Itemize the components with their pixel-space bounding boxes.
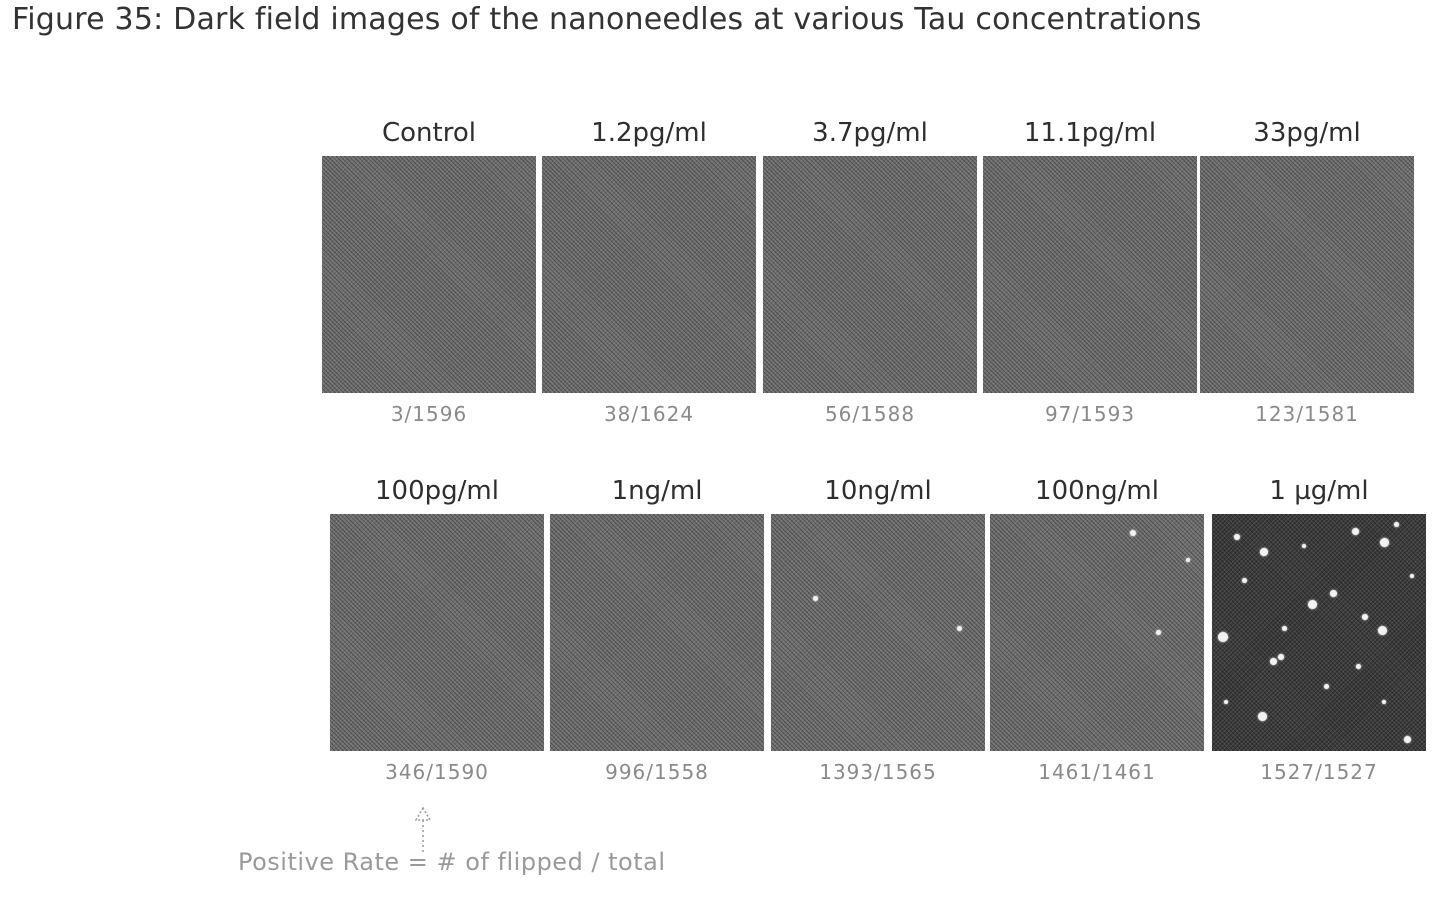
panel-label: 10ng/ml xyxy=(824,476,932,506)
dark-field-image xyxy=(763,156,977,393)
bright-spot xyxy=(1324,684,1329,689)
panel-label: 33pg/ml xyxy=(1253,118,1361,148)
bright-spot xyxy=(1394,522,1399,527)
bright-spot xyxy=(1242,578,1247,583)
bright-spot xyxy=(1362,614,1368,620)
bright-spot xyxy=(1382,700,1386,704)
bright-spot xyxy=(1410,574,1414,578)
panel-ratio: 996/1558 xyxy=(605,760,709,784)
panel-ratio: 38/1624 xyxy=(603,402,695,426)
panel-ratio: 346/1590 xyxy=(385,760,489,784)
dark-field-image xyxy=(1212,514,1426,751)
panel-label: 100ng/ml xyxy=(1035,476,1159,506)
dark-field-image xyxy=(542,156,756,393)
dark-field-image xyxy=(550,514,764,751)
panel-label: Control xyxy=(382,118,476,148)
bright-spot xyxy=(957,626,962,631)
dark-field-image xyxy=(990,514,1204,751)
panel-ratio: 123/1581 xyxy=(1255,402,1359,426)
bright-spot xyxy=(1330,590,1337,597)
dotted-up-arrow-icon xyxy=(414,806,432,854)
panel-ratio: 1393/1565 xyxy=(819,760,937,784)
bright-spot xyxy=(1260,548,1268,556)
panel-label: 1.2pg/ml xyxy=(591,118,707,148)
bright-spot xyxy=(1270,658,1277,665)
bright-spot xyxy=(1218,632,1228,642)
dark-field-image xyxy=(330,514,544,751)
bright-spot xyxy=(1302,544,1306,548)
bright-spot xyxy=(1224,700,1228,704)
bright-spot xyxy=(1356,664,1361,669)
figure-title: Figure 35: Dark field images of the nano… xyxy=(12,2,1202,37)
bright-spot xyxy=(813,596,818,601)
bright-spot xyxy=(1380,538,1389,547)
panel-label: 1ng/ml xyxy=(611,476,703,506)
dark-field-image xyxy=(983,156,1197,393)
bright-spot xyxy=(1308,600,1317,609)
panel-ratio: 97/1593 xyxy=(1044,402,1136,426)
bright-spot xyxy=(1130,530,1136,536)
bright-spot xyxy=(1352,528,1359,535)
bright-spot xyxy=(1278,654,1284,660)
bright-spot xyxy=(1282,626,1287,631)
dark-field-image xyxy=(1200,156,1414,393)
panel-label: 100pg/ml xyxy=(375,476,499,506)
panel-ratio: 1527/1527 xyxy=(1260,760,1378,784)
bright-spot xyxy=(1186,558,1190,562)
panel-ratio: 3/1596 xyxy=(390,402,468,426)
dark-field-image xyxy=(771,514,985,751)
dark-field-image xyxy=(322,156,536,393)
panel-label: 3.7pg/ml xyxy=(812,118,928,148)
bright-spot xyxy=(1404,736,1411,743)
panel-label: 1 µg/ml xyxy=(1269,476,1369,506)
bright-spot xyxy=(1156,630,1161,635)
panel-label: 11.1pg/ml xyxy=(1023,118,1157,148)
positive-rate-annotation: Positive Rate = # of flipped / total xyxy=(238,848,666,876)
panel-ratio: 56/1588 xyxy=(824,402,916,426)
panel-ratio: 1461/1461 xyxy=(1038,760,1156,784)
bright-spot xyxy=(1258,712,1267,721)
bright-spot xyxy=(1378,626,1387,635)
bright-spot xyxy=(1234,534,1240,540)
